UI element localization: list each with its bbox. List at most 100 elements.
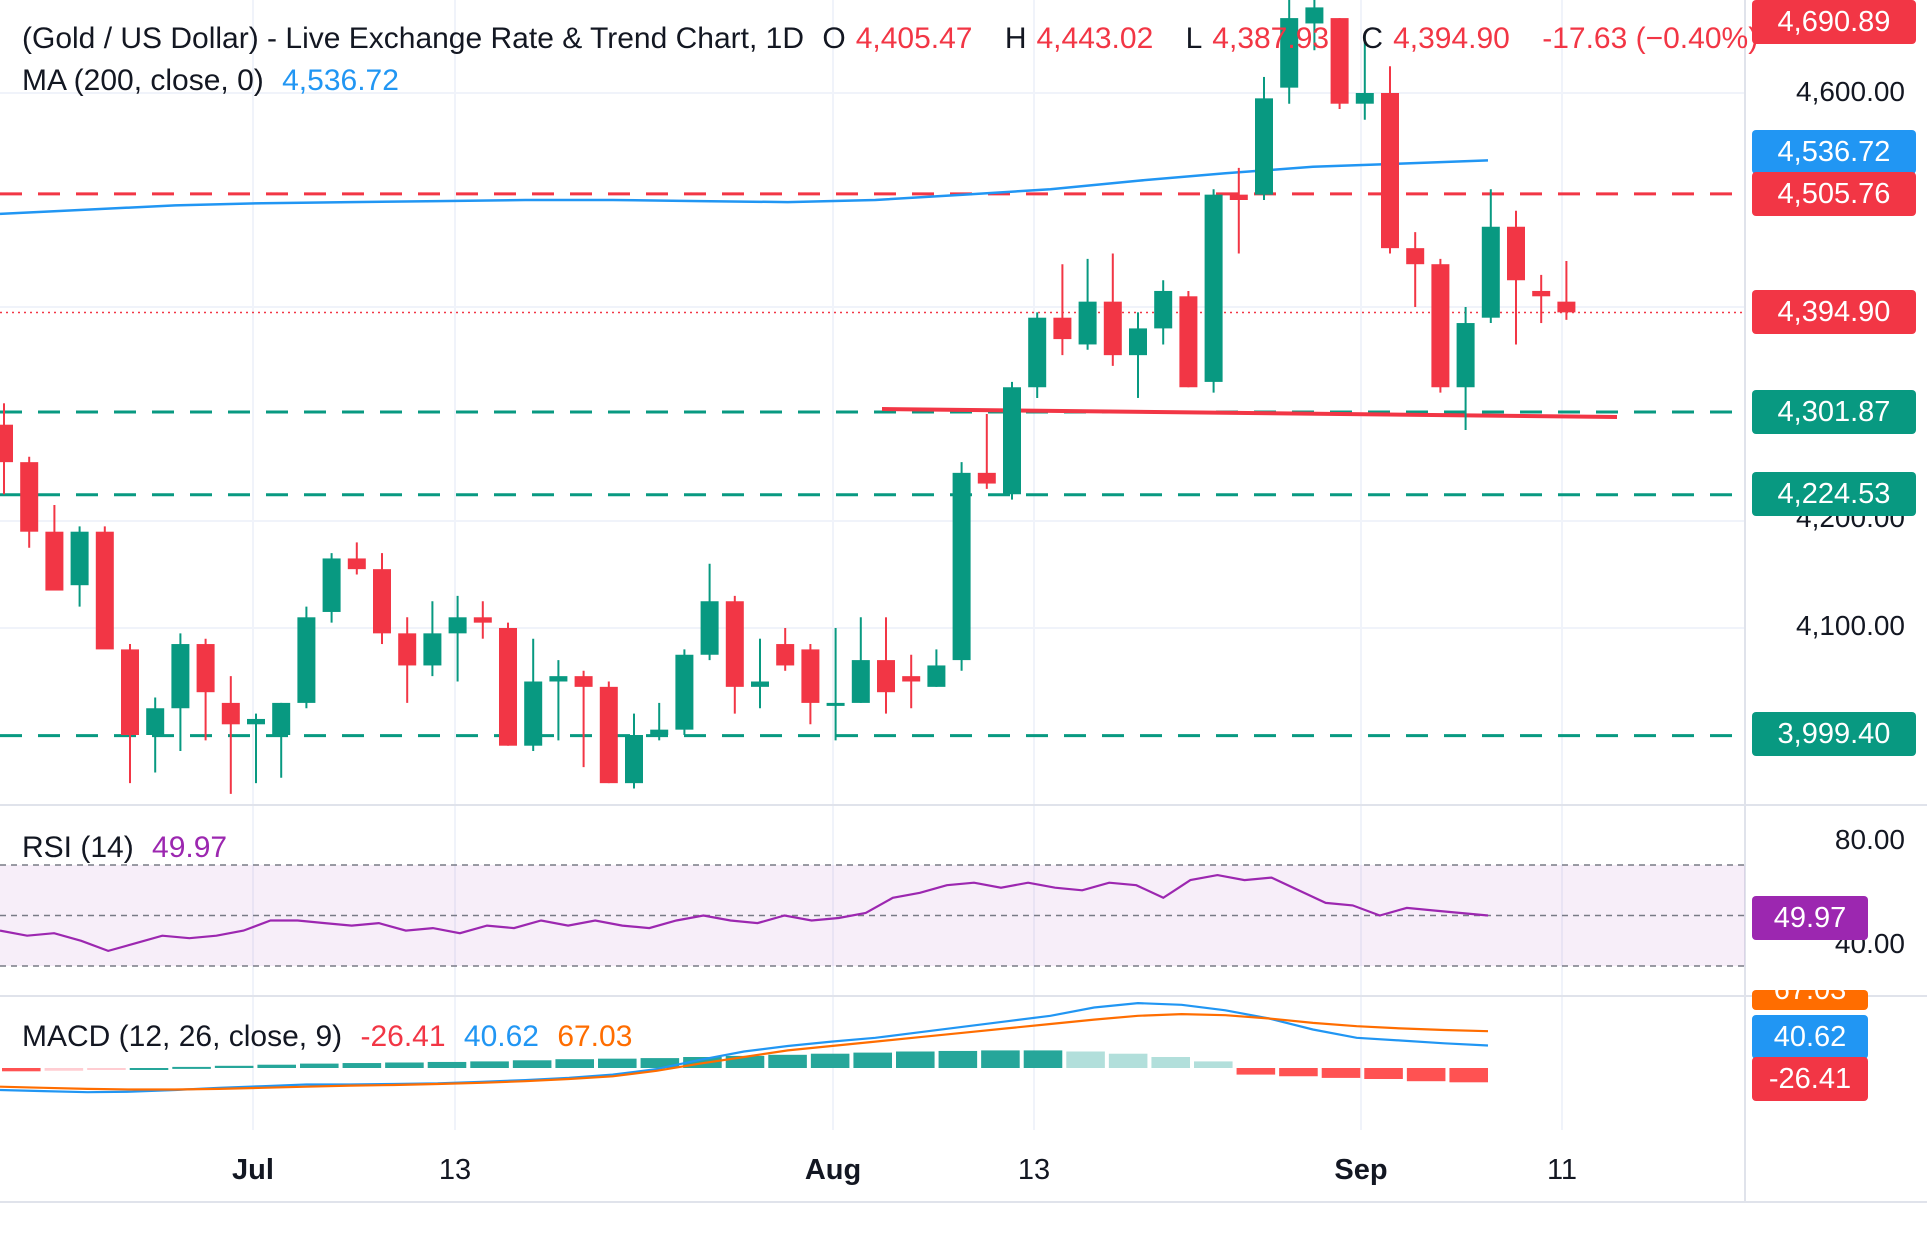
high-label: H bbox=[1004, 22, 1027, 55]
candle-body bbox=[70, 531, 89, 586]
candle-body bbox=[121, 649, 139, 735]
candle-body bbox=[373, 569, 391, 634]
candle-body bbox=[221, 702, 240, 725]
candle-body bbox=[1557, 301, 1576, 313]
price-tag: 4,505.76 bbox=[1752, 172, 1916, 216]
candle-body bbox=[826, 702, 845, 706]
candle-body bbox=[1229, 194, 1248, 200]
macd-hist-bar bbox=[214, 1065, 254, 1068]
macd-hist-bar bbox=[1279, 1068, 1318, 1077]
close-label: C bbox=[1361, 22, 1384, 55]
candle-body bbox=[751, 681, 769, 687]
macd-hist-bar bbox=[129, 1068, 169, 1070]
candle-body bbox=[675, 654, 694, 730]
candle-body bbox=[574, 676, 593, 687]
macd-legend: MACD (12, 26, close, 9) -26.41 40.62 67.… bbox=[22, 1020, 642, 1054]
macd-hist-bar bbox=[2, 1068, 41, 1072]
candle-body bbox=[1355, 93, 1374, 104]
macd-hist-bar bbox=[427, 1061, 467, 1068]
candle-body bbox=[1053, 317, 1072, 340]
rsi-value: 49.97 bbox=[152, 831, 228, 864]
candle-body bbox=[1280, 18, 1299, 88]
macd-hist-tag: -26.41 bbox=[1752, 1057, 1868, 1101]
last-price-tag: 4,394.90 bbox=[1752, 290, 1916, 334]
candle-body bbox=[45, 531, 64, 591]
price-tag: 4,690.89 bbox=[1752, 0, 1916, 44]
x-label: 13 bbox=[1017, 1154, 1051, 1186]
x-label: Sep bbox=[1334, 1154, 1388, 1186]
macd-hist-bar bbox=[598, 1058, 637, 1068]
candle-body bbox=[297, 617, 316, 703]
candle-body bbox=[952, 472, 971, 661]
macd-hist-bar bbox=[1108, 1053, 1148, 1068]
price-axis-label: 4,100.00 bbox=[1796, 610, 1905, 641]
candle-body bbox=[700, 601, 719, 655]
rsi-tag: 49.97 bbox=[1752, 896, 1868, 940]
candle-body bbox=[247, 718, 265, 725]
rsi-line bbox=[0, 873, 1489, 953]
price-tag: 4,301.87 bbox=[1752, 390, 1916, 434]
candle-body bbox=[196, 644, 215, 693]
macd-hist-value: -26.41 bbox=[360, 1020, 446, 1053]
candle-body bbox=[549, 676, 568, 682]
open-value: 4,405.47 bbox=[855, 22, 973, 55]
candle-body bbox=[448, 617, 467, 634]
macd-signal-value: 67.03 bbox=[557, 1020, 633, 1053]
high-value: 4,443.02 bbox=[1036, 22, 1154, 55]
macd-hist-bar bbox=[385, 1062, 424, 1068]
candle-body bbox=[1507, 226, 1525, 281]
macd-hist-bar bbox=[512, 1060, 552, 1068]
candle-body bbox=[1406, 248, 1425, 265]
candle-body bbox=[1129, 328, 1147, 356]
ma-value: 4,536.72 bbox=[282, 64, 399, 97]
macd-hist-bar bbox=[300, 1063, 339, 1068]
candle-body bbox=[0, 424, 13, 463]
macd-tag: 40.62 bbox=[1752, 1015, 1868, 1059]
macd-hist-bar bbox=[896, 1051, 935, 1068]
macd-hist-bar bbox=[1321, 1068, 1361, 1078]
candle-body bbox=[1305, 7, 1324, 24]
candle-body bbox=[499, 628, 517, 746]
low-label: L bbox=[1185, 22, 1203, 55]
candle-body bbox=[725, 601, 744, 687]
macd-hist-bar bbox=[555, 1059, 594, 1068]
macd-value: 40.62 bbox=[463, 1020, 539, 1053]
candle-body bbox=[524, 681, 543, 746]
candle-body bbox=[625, 735, 643, 784]
macd-hist-bar bbox=[342, 1063, 382, 1068]
open-label: O bbox=[822, 22, 846, 55]
x-label: Jul bbox=[232, 1154, 274, 1186]
change-value: -17.63 (−0.40%) bbox=[1542, 22, 1759, 55]
candle-body bbox=[1154, 290, 1173, 329]
macd-hist-bar bbox=[257, 1064, 296, 1068]
candle-body bbox=[347, 558, 366, 570]
macd-hist-bar bbox=[172, 1066, 211, 1069]
candle-body bbox=[146, 708, 165, 735]
candle-body bbox=[1028, 317, 1047, 388]
macd-line bbox=[0, 1001, 1489, 1094]
price-axis-label: 4,600.00 bbox=[1796, 76, 1905, 107]
candle-body bbox=[1532, 290, 1551, 297]
candle-body bbox=[1179, 296, 1198, 388]
macd-hist-bar bbox=[1066, 1051, 1105, 1068]
candle-body bbox=[1481, 226, 1500, 318]
macd-hist-bar bbox=[1449, 1068, 1488, 1083]
candle-body bbox=[650, 729, 669, 735]
candle-body bbox=[1103, 301, 1122, 356]
x-label: 13 bbox=[438, 1154, 472, 1186]
candle-body bbox=[322, 558, 341, 612]
candle-body bbox=[20, 462, 39, 532]
candle-body bbox=[272, 702, 291, 735]
macd-hist-bar bbox=[1364, 1068, 1403, 1079]
candle-body bbox=[423, 633, 442, 666]
candle-body bbox=[801, 649, 820, 703]
candle-body bbox=[1255, 98, 1273, 195]
macd-hist-bar bbox=[768, 1054, 807, 1068]
macd-hist-bar bbox=[87, 1068, 126, 1070]
macd-hist-bar bbox=[1151, 1057, 1190, 1068]
ma-label: MA (200, close, 0) bbox=[22, 64, 264, 97]
candle-body bbox=[1330, 18, 1349, 104]
macd-hist-bar bbox=[810, 1053, 850, 1068]
candle-body bbox=[171, 644, 190, 709]
